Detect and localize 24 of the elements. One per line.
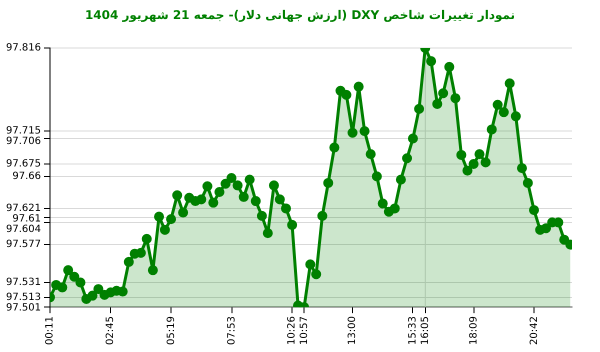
x-tick-label: 10:57 xyxy=(298,316,310,346)
x-tick-label: 16:05 xyxy=(420,316,431,346)
y-tick-label: 97.604 xyxy=(6,224,41,236)
y-tick-label: 97.501 xyxy=(6,302,41,314)
y-tick-label: 97.706 xyxy=(6,136,41,148)
y-tick-label: 97.816 xyxy=(6,42,41,54)
x-tick-label: 02:45 xyxy=(105,316,116,346)
y-tick-label: 97.675 xyxy=(6,158,41,170)
x-tick-label: 15:33 xyxy=(407,316,418,346)
x-tick-label: 10:26 xyxy=(286,316,298,346)
x-tick-label: 20:42 xyxy=(528,316,540,346)
chart-title: نمودار تغییرات شاخص DXY (ارزش جهانی دلار)- جمعه 21 شهریور 1404 xyxy=(84,7,516,24)
y-tick-label: 97.66 xyxy=(12,170,41,182)
y-tick-label: 97.531 xyxy=(6,277,41,288)
y-tick-label: 97.513 xyxy=(6,292,41,303)
y-tick-label: 97.715 xyxy=(6,126,41,137)
x-tick-label: 00:11 xyxy=(44,316,56,346)
x-tick-label: 07:53 xyxy=(226,316,238,346)
x-tick-label: 13:00 xyxy=(347,316,358,346)
x-tick-label: 18:09 xyxy=(468,316,480,346)
y-tick-label: 97.621 xyxy=(6,203,41,214)
x-tick-label: 05:19 xyxy=(166,316,177,346)
y-tick-label: 97.61 xyxy=(12,214,41,225)
y-tick-label: 97.577 xyxy=(6,239,41,250)
